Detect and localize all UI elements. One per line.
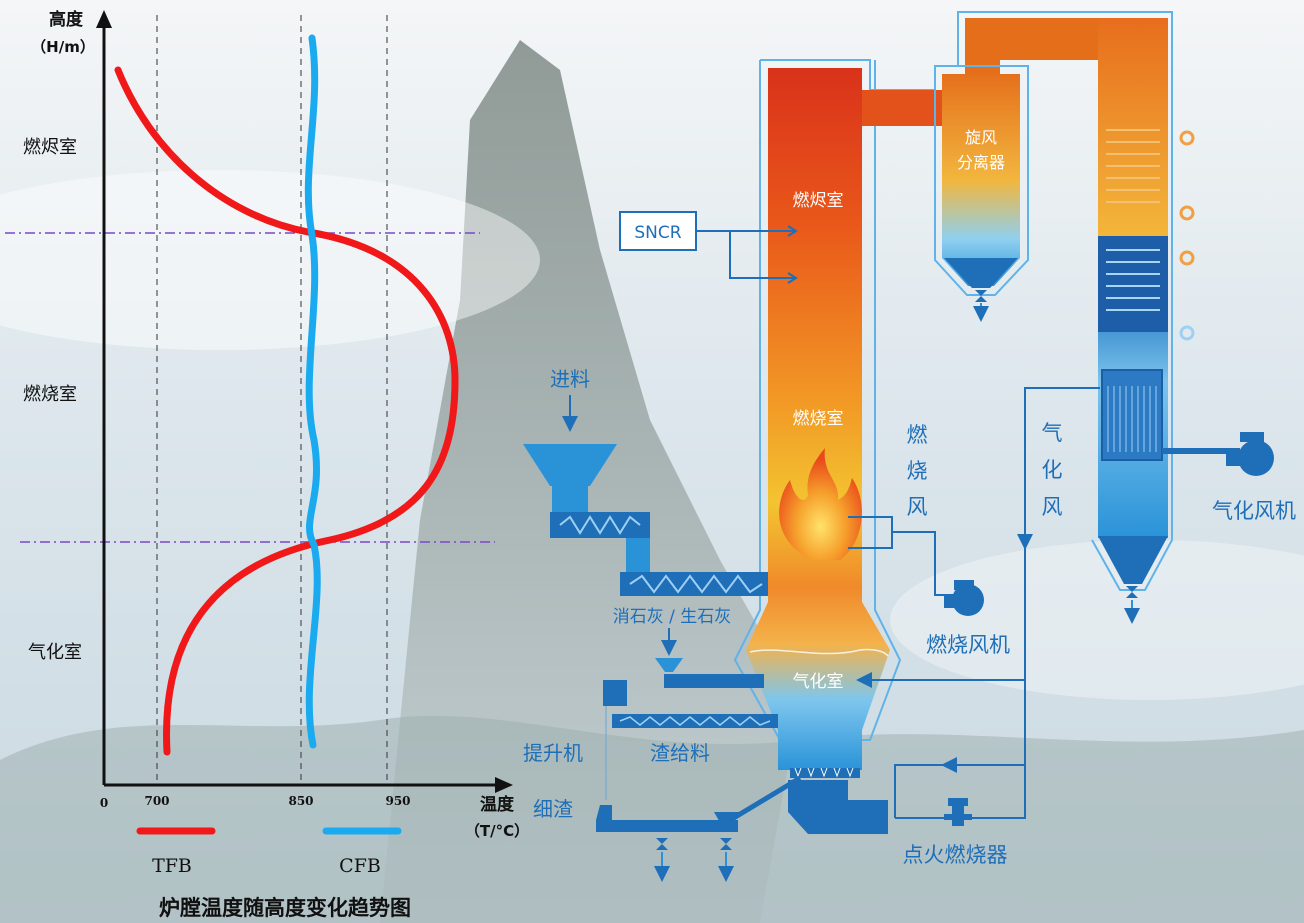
fine-slag-label: 细渣 [533, 797, 573, 821]
slag-conveyor [596, 820, 738, 832]
port-icon [1179, 250, 1195, 266]
limestone-label: 消石灰 / 生石灰 [613, 607, 732, 627]
gas-air-char: 化 [1042, 458, 1063, 482]
casing-outline [760, 11, 1173, 591]
legend-label-cfb: CFB [339, 855, 381, 877]
flame-icon [779, 448, 862, 560]
air-distributor [790, 767, 860, 778]
feed-label: 进料 [550, 367, 590, 391]
slag-chute [725, 775, 802, 825]
igniter-icon [944, 798, 972, 826]
cloud [0, 170, 540, 350]
feeder-drop [626, 538, 650, 572]
cyclone-valve [973, 290, 989, 322]
y-axis-arrow [96, 10, 112, 28]
furnace-body [746, 68, 890, 770]
bed-surface-line [749, 648, 889, 657]
x-axis-arrow [495, 777, 513, 793]
coil-lower [1106, 249, 1160, 311]
screw-line [619, 716, 771, 726]
furnace-label-combustion: 燃烧室 [793, 409, 844, 429]
screw-line [559, 515, 641, 535]
duct-furnace-cyclone [860, 90, 950, 126]
cloud [890, 540, 1304, 700]
legend-label-tfb: TFB [152, 855, 192, 877]
column-cone [1098, 536, 1168, 584]
hopper-neck [552, 486, 588, 512]
y-axis-unit: （H/m） [31, 38, 95, 56]
elevator-base [596, 805, 612, 820]
burn-fan-icon [944, 580, 984, 616]
gas-air-label: 气 化 风 [1042, 421, 1063, 519]
burn-air-pipe [848, 516, 948, 596]
port-icon [1179, 205, 1195, 221]
screw-line [629, 574, 763, 594]
distributor-lines [1107, 386, 1157, 452]
x-tick-label: 700 [144, 794, 169, 808]
exchanger-blue-section [1098, 236, 1168, 332]
elevator-top [603, 680, 627, 706]
x-axis-unit: （T/°C） [465, 822, 529, 840]
gas-air-char: 气 [1042, 421, 1063, 445]
ignition-air-pipe [894, 764, 1025, 818]
sncr-injector [787, 225, 798, 237]
x-tick-label: 0 [100, 796, 108, 810]
column-valve [1124, 586, 1140, 624]
slag-valve [654, 838, 734, 882]
burn-air-char: 烧 [907, 459, 928, 483]
cyclone-separator [942, 74, 1020, 286]
sncr-pipes [696, 230, 795, 279]
coil-upper [1106, 129, 1160, 203]
sncr-label: SNCR [634, 223, 681, 243]
gas-fan-label: 气化风机 [1212, 499, 1296, 523]
ignition-chamber [788, 780, 888, 834]
sncr-injector [787, 272, 798, 284]
chart-caption: 炉膛温度随高度变化趋势图 [159, 896, 411, 920]
burn-air-char: 燃 [907, 423, 928, 447]
limestone-hopper [655, 658, 683, 672]
x-tick-label: 850 [288, 794, 313, 808]
slag-feed-label: 渣给料 [650, 741, 710, 765]
process-diagram: 燃烬室 燃烧室 气化室 旋风 分离器 [523, 11, 1296, 882]
temperature-chart: 高度 （H/m） 温度 （T/°C） 0 700 850 950 燃烬室 燃烧室… [5, 9, 529, 920]
elevator-label: 提升机 [523, 741, 583, 765]
hills-backdrop [0, 715, 1304, 923]
cyclone-label-1: 旋风 [965, 128, 997, 147]
x-tick-label: 950 [385, 794, 410, 808]
gas-fan-icon [1162, 432, 1274, 476]
y-axis-label: 高度 [49, 9, 84, 30]
burn-air-char: 风 [907, 495, 928, 519]
zone-label-combustion: 燃烧室 [23, 384, 77, 405]
port-icon [1179, 325, 1195, 341]
limestone-feeder [664, 674, 764, 688]
cfb-curve [304, 34, 321, 749]
furnace-label-burnout: 燃烬室 [793, 191, 844, 211]
x-axis-label: 温度 [480, 794, 515, 815]
cyclone-cone [944, 258, 1018, 288]
furnace-label-gasification: 气化室 [793, 672, 844, 692]
burn-fan-label: 燃烧风机 [926, 633, 1010, 657]
zone-label-gasification: 气化室 [28, 642, 82, 663]
burn-air-label: 燃 烧 风 [907, 423, 928, 519]
igniter-label: 点火燃烧器 [903, 843, 1008, 867]
feed-hopper [523, 444, 617, 486]
zone-label-burnout: 燃烬室 [23, 137, 77, 158]
cyclone-casing [934, 65, 1029, 296]
cyclone-label-2: 分离器 [957, 153, 1005, 172]
gas-air-char: 风 [1042, 495, 1063, 519]
tfb-curve [114, 66, 459, 756]
port-icon [1179, 130, 1195, 146]
